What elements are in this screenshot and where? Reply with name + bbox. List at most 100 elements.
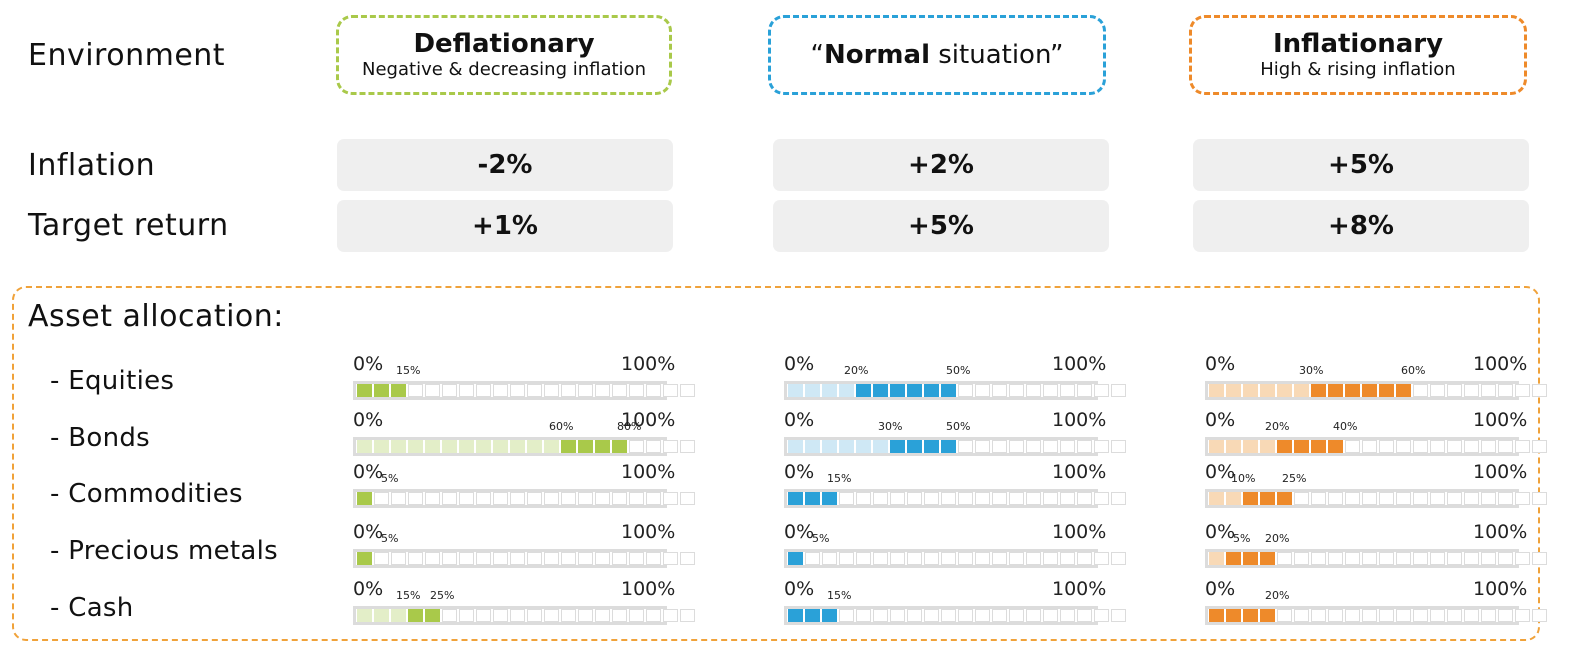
deflationary-cash-cell: [663, 609, 678, 622]
normal-precious-metals-cell: [958, 552, 973, 565]
inflationary-equities-cell: [1464, 384, 1479, 397]
inflationary-bonds-marker-label: 20%: [1265, 420, 1290, 433]
deflationary-equities-cell: [408, 384, 423, 397]
inflationary-equities-cell: [1498, 384, 1513, 397]
normal-cash-cell: [1009, 609, 1024, 622]
normal-cash-cell: [1094, 609, 1109, 622]
inflationary-precious-metals-cell: [1209, 552, 1224, 565]
inflationary-equities-cell: [1277, 384, 1292, 397]
normal-equities-cell: [907, 384, 922, 397]
inflationary-bonds-cell: [1226, 440, 1241, 453]
deflationary-equities-full-label: 100%: [621, 353, 676, 375]
normal-title-bold: Normal: [823, 40, 930, 70]
inflationary-bonds-cell: [1260, 440, 1275, 453]
inflationary-commodities-cell: [1328, 492, 1343, 505]
deflationary-precious-metals-cell: [357, 552, 372, 565]
normal-bonds-cell: [873, 440, 888, 453]
inflationary-cash-cell: [1396, 609, 1411, 622]
inflationary-bonds-cell: [1328, 440, 1343, 453]
deflationary-cash-cell: [459, 609, 474, 622]
inflationary-cash-cell: [1413, 609, 1428, 622]
inflationary-bonds-cell: [1396, 440, 1411, 453]
deflationary-bonds-cell: [459, 440, 474, 453]
deflationary-precious-metals-cell: [612, 552, 627, 565]
inflationary-cash-bar: [1205, 606, 1547, 625]
deflationary-bonds-cell: [612, 440, 627, 453]
normal-precious-metals-cell: [822, 552, 837, 565]
inflationary-bonds-marker-label: 40%: [1333, 420, 1358, 433]
normal-bonds-cell: [1026, 440, 1041, 453]
normal-commodities-cell: [856, 492, 871, 505]
inflationary-cash-cell: [1447, 609, 1462, 622]
deflationary-commodities-cell: [612, 492, 627, 505]
inflationary-commodities-cell: [1345, 492, 1360, 505]
inflationary-equities-cell: [1396, 384, 1411, 397]
normal-equities-cell: [788, 384, 803, 397]
deflationary-precious-metals-cell: [680, 552, 695, 565]
deflationary-equities-cell: [425, 384, 440, 397]
normal-commodities-cell: [941, 492, 956, 505]
deflationary-commodities-cell: [663, 492, 678, 505]
inflationary-bonds-cell: [1345, 440, 1360, 453]
normal-cash-cell: [1026, 609, 1041, 622]
inflationary-commodities-marker-label: 25%: [1282, 472, 1307, 485]
inflationary-cash-cell: [1328, 609, 1343, 622]
inflationary-precious-metals-cell: [1226, 552, 1241, 565]
deflationary-cash-cell: [374, 609, 389, 622]
deflationary-cash-cell: [408, 609, 423, 622]
inflationary-precious-metals-cell: [1515, 552, 1530, 565]
deflationary-bonds-cell: [629, 440, 644, 453]
normal-precious-metals-cell: [992, 552, 1007, 565]
normal-precious-metals-cell: [856, 552, 871, 565]
inflationary-equities-zero-label: 0%: [1205, 353, 1236, 375]
inflationary-equities-cell: [1294, 384, 1309, 397]
inflationary-bonds-full-label: 100%: [1473, 409, 1528, 431]
inflationary-equities-cell: [1362, 384, 1377, 397]
inflationary-precious-metals-cell: [1311, 552, 1326, 565]
inflationary-equities-cell: [1260, 384, 1275, 397]
inflationary-equities-cell: [1328, 384, 1343, 397]
inflationary-precious-metals-cell: [1345, 552, 1360, 565]
inflationary-bonds-cell: [1379, 440, 1394, 453]
deflationary-bonds-cell: [391, 440, 406, 453]
inflationary-precious-metals-cell: [1498, 552, 1513, 565]
normal-commodities-cell: [805, 492, 820, 505]
inflationary-commodities-zero-label: 0%: [1205, 461, 1236, 483]
inflationary-equities-cell: [1345, 384, 1360, 397]
normal-commodities-marker-label: 15%: [827, 472, 852, 485]
normal-precious-metals-cell: [1043, 552, 1058, 565]
asset-label-equities: - Equities: [50, 366, 175, 396]
deflationary-commodities-cell: [680, 492, 695, 505]
deflationary-precious-metals-cell: [442, 552, 457, 565]
deflationary-commodities-full-label: 100%: [621, 461, 676, 483]
deflationary-precious-metals-cell: [646, 552, 661, 565]
inflationary-equities-cell: [1481, 384, 1496, 397]
deflationary-bonds-cell: [680, 440, 695, 453]
deflationary-precious-metals-cell: [510, 552, 525, 565]
inflationary-commodities-cell: [1294, 492, 1309, 505]
normal-commodities-cell: [924, 492, 939, 505]
inflationary-commodities-cell: [1379, 492, 1394, 505]
inflationary-bonds-cell: [1243, 440, 1258, 453]
normal-equities-marker-label: 20%: [844, 364, 869, 377]
inflationary-inflation-value: +5%: [1193, 139, 1529, 191]
deflationary-cash-cell: [680, 609, 695, 622]
normal-equities-cell: [992, 384, 1007, 397]
deflationary-equities-cell: [646, 384, 661, 397]
normal-cash-cell: [788, 609, 803, 622]
normal-bonds-marker-label: 50%: [946, 420, 971, 433]
normal-cash-bar: [784, 606, 1126, 625]
inflationary-commodities-cell: [1430, 492, 1445, 505]
deflationary-cash-cell: [425, 609, 440, 622]
deflationary-commodities-cell: [459, 492, 474, 505]
inflationary-commodities-cell: [1362, 492, 1377, 505]
deflationary-equities-cell: [612, 384, 627, 397]
normal-precious-metals-cell: [1077, 552, 1092, 565]
deflationary-commodities-cell: [561, 492, 576, 505]
inflation-label: Inflation: [28, 148, 156, 183]
deflationary-precious-metals-zero-label: 0%: [353, 521, 384, 543]
inflationary-equities-marker-label: 60%: [1401, 364, 1426, 377]
deflationary-precious-metals-cell: [374, 552, 389, 565]
normal-cash-cell: [941, 609, 956, 622]
inflationary-precious-metals-cell: [1464, 552, 1479, 565]
